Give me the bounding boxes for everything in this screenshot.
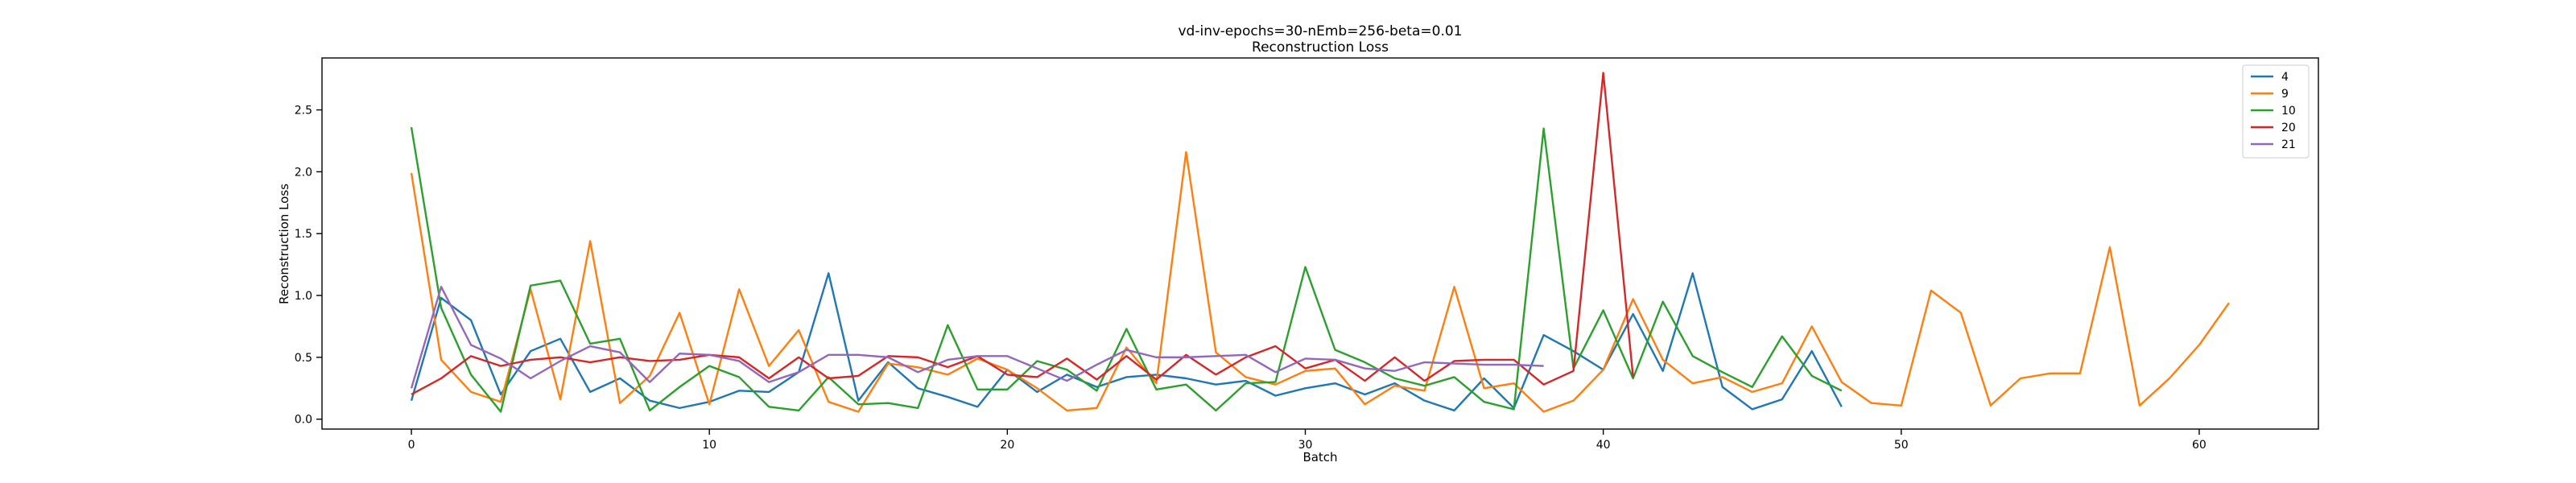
x-tick-label: 20 [1000,439,1014,452]
legend-label-10: 10 [2281,105,2296,118]
x-tick-label: 60 [2192,439,2207,452]
series-line-10 [410,126,1843,413]
x-tick-label: 30 [1298,439,1313,452]
legend-label-9: 9 [2281,88,2289,101]
x-tick-label: 0 [408,439,415,452]
y-tick-label: 2.5 [295,105,312,118]
y-tick-label: 2.0 [295,166,312,179]
y-tick-label: 1.5 [295,228,312,241]
plot-frame [321,57,2319,430]
series-line-20 [411,72,1634,396]
y-tick-label: 0.0 [295,414,312,427]
y-axis-label: Reconstruction Loss [277,184,291,304]
x-tick-label: 50 [1894,439,1909,452]
y-tick-label: 1.0 [295,290,312,303]
legend-label-20: 20 [2281,122,2296,134]
legend: 4 9 10 20 21 [2242,64,2310,159]
legend-label-4: 4 [2281,71,2289,84]
x-tick-label: 40 [1596,439,1611,452]
y-tick-label: 0.5 [295,352,312,365]
series-line-9 [410,151,2230,413]
chart-subtitle: Reconstruction Loss [1252,39,1389,56]
legend-box [2242,64,2310,159]
x-tick-label: 10 [702,439,716,452]
series-line-21 [410,286,1544,389]
chart-title: vd-inv-epochs=30-nEmb=256-beta=0.01 [1179,23,1463,39]
plot-area: 0 10 20 30 40 50 60 0.0 0.5 1.0 1.5 2.0 2.5 4 9 10 20 21 [295,57,2319,452]
legend-label-21: 21 [2281,138,2296,151]
x-axis-label: Batch [1302,450,1337,464]
